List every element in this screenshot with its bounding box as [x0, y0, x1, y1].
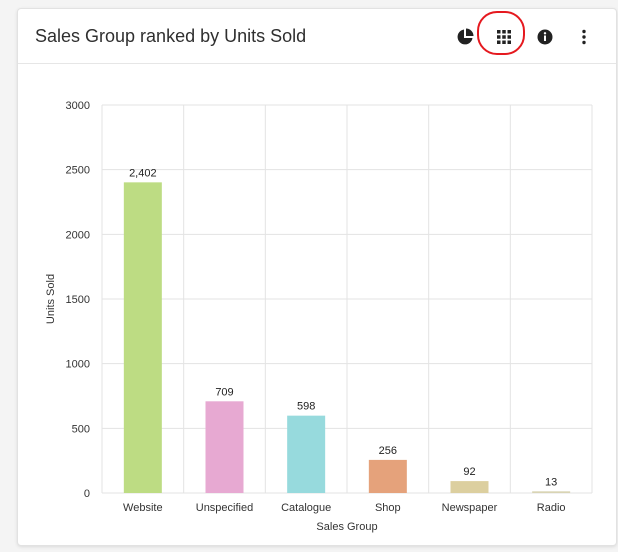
chart-area: 0 500 1000 1500 2000 2500 3000 2,402 Website 709 U… — [18, 64, 618, 547]
x-axis-label: Sales Group — [316, 521, 377, 533]
bar — [287, 415, 326, 493]
x-tick-label: Newspaper — [442, 502, 498, 514]
bar — [205, 401, 244, 493]
y-tick-label: 1500 — [66, 294, 90, 306]
data-label: 598 — [297, 401, 315, 413]
bar — [368, 459, 407, 493]
y-tick-label: 1000 — [66, 359, 90, 371]
data-label: 256 — [379, 445, 397, 457]
card-header: Sales Group ranked by Units Sold — [18, 9, 616, 64]
data-label: 2,402 — [129, 167, 157, 179]
chart-card: Sales Group ranked by Units Sold — [17, 8, 617, 546]
x-tick-label: Website — [123, 502, 163, 514]
bar — [532, 491, 571, 493]
data-label: 92 — [463, 466, 475, 478]
y-tick-label: 2000 — [66, 229, 90, 241]
bar-chart: 0 500 1000 1500 2000 2500 3000 2,402 Website 709 U… — [45, 100, 593, 533]
data-label: 13 — [545, 476, 557, 488]
bar — [123, 182, 162, 493]
bar — [450, 481, 489, 493]
x-tick-label: Shop — [375, 502, 401, 514]
info-icon[interactable] — [532, 24, 558, 50]
data-label: 709 — [215, 386, 233, 398]
x-tick-label: Catalogue — [281, 502, 331, 514]
y-tick-label: 3000 — [66, 100, 90, 112]
pie-chart-icon[interactable] — [452, 24, 478, 50]
x-tick-label: Unspecified — [196, 502, 253, 514]
more-vertical-icon[interactable] — [571, 24, 597, 50]
y-tick-label: 2500 — [66, 165, 90, 177]
y-tick-label: 0 — [84, 488, 90, 500]
y-axis-label: Units Sold — [45, 274, 57, 324]
y-tick-label: 500 — [72, 423, 90, 435]
chart-title: Sales Group ranked by Units Sold — [35, 26, 307, 46]
x-tick-label: Radio — [537, 502, 566, 514]
grid-view-icon[interactable] — [491, 24, 517, 50]
